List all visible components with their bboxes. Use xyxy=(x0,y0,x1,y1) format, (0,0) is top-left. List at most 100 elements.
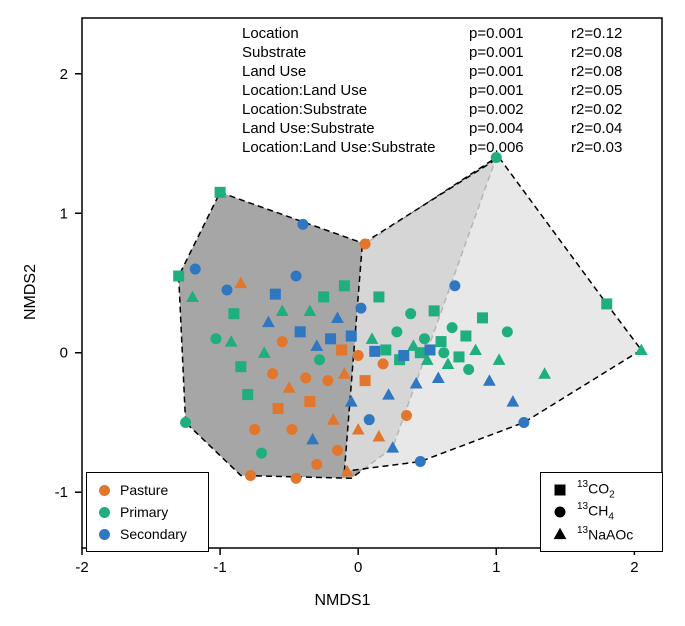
data-point xyxy=(273,403,284,414)
data-point xyxy=(277,336,288,347)
legend-shape-icon xyxy=(553,505,567,519)
x-tick-label: 0 xyxy=(354,559,362,576)
data-point xyxy=(222,284,233,295)
y-tick-label: 1 xyxy=(60,205,68,222)
data-point xyxy=(353,350,364,361)
legend-shape-icon xyxy=(553,483,567,497)
data-point xyxy=(297,219,308,230)
data-point xyxy=(555,485,566,496)
data-point xyxy=(311,459,322,470)
data-point xyxy=(369,346,380,357)
data-point xyxy=(391,326,402,337)
data-point xyxy=(502,326,513,337)
data-point xyxy=(286,424,297,435)
data-point xyxy=(518,417,529,428)
data-point xyxy=(267,368,278,379)
stats-row: Locationp=0.001r2=0.12 xyxy=(242,25,622,42)
data-point xyxy=(554,528,567,539)
data-point xyxy=(398,350,409,361)
legend-label: Pasture xyxy=(120,482,168,498)
data-point xyxy=(325,333,336,344)
stats-r2: r2=0.04 xyxy=(571,120,622,137)
legend-shape: 13CO213CH413NaAOc xyxy=(540,472,663,552)
legend-color-item: Pasture xyxy=(95,479,200,501)
data-point xyxy=(339,280,350,291)
data-point xyxy=(295,326,306,337)
data-point xyxy=(180,417,191,428)
data-point xyxy=(242,389,253,400)
legend-color: Pasture Primary Secondary xyxy=(86,472,209,552)
stats-r2: r2=0.03 xyxy=(571,139,622,156)
stats-r2: r2=0.08 xyxy=(571,63,622,80)
y-axis-label: NMDS2 xyxy=(22,264,40,320)
stats-factor: Land Use xyxy=(242,63,467,80)
data-point xyxy=(210,333,221,344)
stats-p: p=0.001 xyxy=(469,82,569,99)
stats-factor: Location:Land Use xyxy=(242,82,467,99)
x-axis-label: NMDS1 xyxy=(0,592,685,610)
stats-factor: Substrate xyxy=(242,44,467,61)
data-point xyxy=(405,308,416,319)
legend-shape-item: 13CO2 xyxy=(549,479,654,501)
x-tick-label: 2 xyxy=(630,559,638,576)
stats-factor: Location xyxy=(242,25,467,42)
data-point xyxy=(300,372,311,383)
data-point xyxy=(378,358,389,369)
y-tick-label: 2 xyxy=(60,66,68,83)
data-point xyxy=(463,364,474,375)
stats-row: Location:Land Use:Substratep=0.006r2=0.0… xyxy=(242,139,622,156)
stats-row: Location:Land Usep=0.001r2=0.05 xyxy=(242,82,622,99)
stats-factor: Land Use:Substrate xyxy=(242,120,467,137)
stats-row: Substratep=0.001r2=0.08 xyxy=(242,44,622,61)
stats-factor: Location:Substrate xyxy=(242,101,467,118)
data-point xyxy=(346,331,357,342)
data-point xyxy=(322,375,333,386)
data-point xyxy=(235,361,246,372)
data-point xyxy=(447,322,458,333)
x-tick-label: 1 xyxy=(492,559,500,576)
stats-r2: r2=0.08 xyxy=(571,44,622,61)
stats-table: Locationp=0.001r2=0.12Substratep=0.001r2… xyxy=(240,23,624,158)
data-point xyxy=(360,375,371,386)
data-point xyxy=(228,308,239,319)
stats-p: p=0.004 xyxy=(469,120,569,137)
legend-shape-icon xyxy=(553,527,567,541)
legend-label: Secondary xyxy=(120,526,187,542)
data-point xyxy=(425,344,436,355)
data-point xyxy=(477,312,488,323)
data-point xyxy=(555,507,566,518)
stats-r2: r2=0.12 xyxy=(571,25,622,42)
stats-p: p=0.002 xyxy=(469,101,569,118)
data-point xyxy=(436,336,447,347)
stats-p: p=0.001 xyxy=(469,25,569,42)
data-point xyxy=(415,347,426,358)
data-point xyxy=(256,448,267,459)
data-point xyxy=(304,396,315,407)
data-point xyxy=(332,445,343,456)
y-tick-label: 0 xyxy=(60,345,68,362)
data-point xyxy=(401,410,412,421)
data-point xyxy=(314,354,325,365)
data-point xyxy=(249,424,260,435)
data-point xyxy=(173,271,184,282)
data-point xyxy=(291,271,302,282)
data-point xyxy=(373,291,384,302)
stats-r2: r2=0.02 xyxy=(571,101,622,118)
legend-swatch xyxy=(99,507,110,518)
data-point xyxy=(415,456,426,467)
stats-row: Land Usep=0.001r2=0.08 xyxy=(242,63,622,80)
data-point xyxy=(419,333,430,344)
y-tick-label: -1 xyxy=(55,484,68,501)
nmds-scatter-chart: -2-1012-1012 NMDS1 NMDS2 Locationp=0.001… xyxy=(0,0,685,621)
stats-r2: r2=0.05 xyxy=(571,82,622,99)
stats-row: Location:Substratep=0.002r2=0.02 xyxy=(242,101,622,118)
stats-factor: Location:Land Use:Substrate xyxy=(242,139,467,156)
stats-row: Land Use:Substratep=0.004r2=0.04 xyxy=(242,120,622,137)
data-point xyxy=(438,347,449,358)
data-point xyxy=(364,414,375,425)
data-point xyxy=(429,305,440,316)
legend-swatch xyxy=(99,529,110,540)
legend-color-item: Secondary xyxy=(95,523,200,545)
data-point xyxy=(291,473,302,484)
legend-label: Primary xyxy=(120,504,168,520)
